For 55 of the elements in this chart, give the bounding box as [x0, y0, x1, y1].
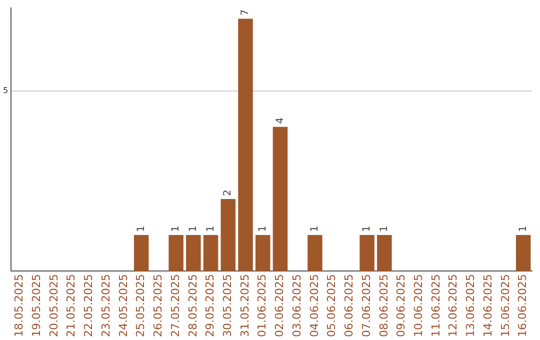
x-tick-label: 03.06.2025	[290, 274, 304, 338]
x-tick-label: 21.05.2025	[64, 274, 78, 338]
x-tick-label: 31.05.2025	[238, 274, 252, 338]
x-tick-label: 09.06.2025	[394, 274, 408, 338]
x-tick-label: 04.06.2025	[308, 274, 321, 338]
x-tick-label: 23.05.2025	[99, 274, 112, 338]
data-label: 1	[257, 226, 268, 232]
x-tick-label: 16.06.2025	[516, 274, 530, 338]
bar	[255, 234, 270, 272]
bar	[238, 18, 253, 272]
data-label: 1	[362, 226, 373, 232]
x-tick-label: 01.06.2025	[256, 274, 269, 338]
bar	[360, 234, 374, 272]
data-label: 7	[240, 9, 252, 16]
x-tick-label: 25.05.2025	[134, 274, 148, 338]
x-tick-label: 20.05.2025	[47, 274, 60, 338]
x-tick-label: 06.06.2025	[342, 274, 356, 338]
data-label: 1	[205, 226, 216, 232]
x-tick-label: 19.05.2025	[30, 274, 43, 338]
data-label: 1	[136, 226, 147, 232]
x-tick-label: 13.06.2025	[464, 274, 478, 338]
bar	[186, 234, 201, 272]
x-tick-label: 22.05.2025	[82, 274, 96, 338]
bar	[134, 234, 149, 272]
x-tick-label: 07.06.2025	[360, 274, 373, 338]
x-tick-label: 10.06.2025	[412, 274, 425, 338]
bar	[377, 234, 392, 272]
x-tick-label: 05.06.2025	[325, 274, 338, 338]
data-label: 1	[310, 226, 321, 232]
bar	[516, 234, 531, 272]
data-label: 1	[518, 226, 529, 232]
x-tick-label: 30.05.2025	[220, 274, 234, 338]
x-tick-label: 15.06.2025	[498, 274, 512, 338]
x-tick-label: 18.05.2025	[12, 274, 26, 338]
x-tick-label: 02.06.2025	[273, 274, 286, 338]
x-tick-label: 27.05.2025	[168, 274, 182, 338]
data-label: 1	[170, 226, 182, 232]
y-tick-label: 5	[2, 86, 8, 95]
bar	[168, 234, 184, 272]
data-label: 1	[188, 226, 199, 232]
x-tick-label: 14.06.2025	[481, 274, 494, 338]
x-tick-label: 28.05.2025	[186, 274, 200, 338]
data-label: 2	[222, 190, 234, 196]
x-tick-label: 08.06.2025	[377, 274, 390, 338]
x-tick-label: 24.05.2025	[116, 274, 130, 338]
x-tick-label: 12.06.2025	[446, 274, 460, 338]
bar	[272, 126, 288, 272]
x-tick-label: 29.05.2025	[204, 274, 217, 338]
bar	[220, 198, 236, 272]
bar	[203, 234, 218, 272]
data-label: 4	[274, 118, 286, 124]
data-label: 1	[379, 226, 390, 232]
x-tick-label: 11.06.2025	[429, 274, 442, 338]
bar	[308, 234, 322, 272]
x-tick-label: 26.05.2025	[152, 274, 165, 338]
